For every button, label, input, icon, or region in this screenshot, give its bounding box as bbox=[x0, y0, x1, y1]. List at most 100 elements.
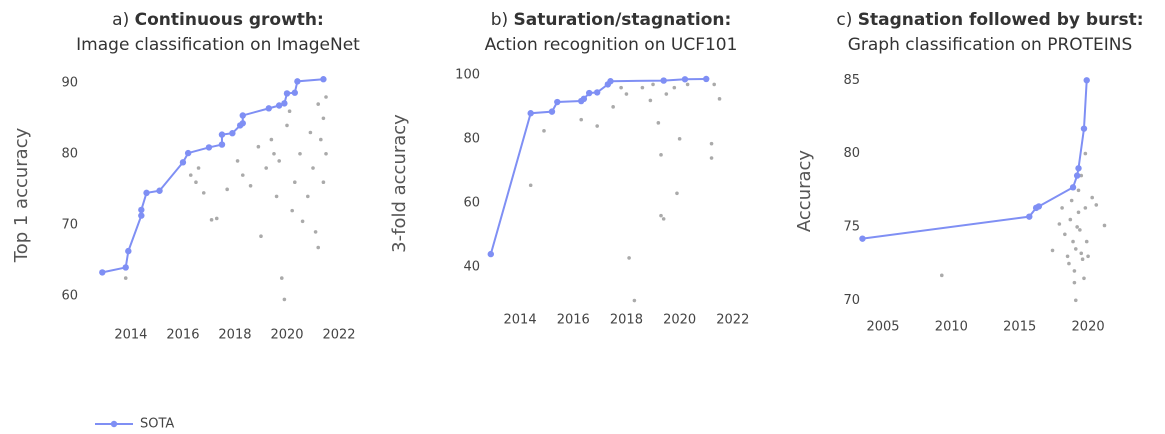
x-tick-label: 2018 bbox=[218, 328, 251, 343]
sota-point bbox=[99, 269, 106, 276]
x-tick-label: 2014 bbox=[504, 313, 537, 328]
legend-marker bbox=[110, 420, 118, 428]
sota-point bbox=[580, 95, 588, 103]
sota-point bbox=[138, 206, 145, 214]
point bbox=[287, 109, 292, 113]
point bbox=[316, 245, 321, 250]
point bbox=[256, 144, 261, 149]
title-main: Saturation/stagnation: bbox=[514, 10, 732, 30]
sota-point bbox=[294, 78, 301, 85]
point bbox=[677, 137, 682, 141]
point bbox=[579, 117, 584, 122]
point bbox=[259, 234, 263, 238]
chart-title: c) Stagnation followed by burst: bbox=[836, 10, 1143, 30]
sota-point bbox=[593, 89, 601, 96]
x-tick-label: 2022 bbox=[322, 328, 355, 343]
point bbox=[1086, 254, 1090, 259]
sota-point bbox=[607, 78, 614, 85]
point bbox=[611, 105, 615, 109]
point bbox=[1079, 251, 1084, 256]
sota-point bbox=[1075, 165, 1082, 172]
y-tick-label: 40 bbox=[463, 259, 480, 274]
point bbox=[1079, 173, 1084, 178]
point bbox=[1082, 276, 1086, 281]
sota-point bbox=[554, 98, 561, 106]
point bbox=[627, 256, 631, 260]
x-tick-label: 2015 bbox=[1003, 320, 1036, 335]
point bbox=[685, 82, 690, 87]
point bbox=[264, 166, 268, 170]
point bbox=[214, 216, 219, 221]
point bbox=[292, 180, 297, 185]
sota-point bbox=[703, 75, 710, 83]
point bbox=[595, 124, 599, 128]
point bbox=[1073, 298, 1078, 303]
sota-line bbox=[489, 77, 707, 255]
x-tick-label: 2022 bbox=[716, 313, 749, 328]
point bbox=[1060, 206, 1064, 210]
sota-point bbox=[548, 108, 556, 115]
point bbox=[1094, 203, 1099, 207]
y-tick-label: 80 bbox=[463, 131, 480, 146]
sota-point bbox=[179, 159, 187, 166]
sota-point bbox=[681, 76, 689, 83]
x-tick-label: 2016 bbox=[557, 313, 590, 328]
sota-point bbox=[859, 235, 866, 242]
point bbox=[188, 173, 193, 177]
point bbox=[300, 219, 305, 224]
point bbox=[1050, 248, 1055, 253]
point bbox=[1071, 239, 1075, 244]
sota-point bbox=[239, 112, 246, 119]
point bbox=[656, 121, 661, 125]
point bbox=[313, 230, 318, 234]
sota-point bbox=[320, 76, 327, 83]
point bbox=[1072, 280, 1077, 285]
x-tick-label: 2016 bbox=[166, 328, 199, 343]
point bbox=[311, 166, 315, 170]
x-tick-label: 2005 bbox=[866, 320, 899, 335]
point bbox=[308, 130, 313, 135]
y-tick-label: 70 bbox=[61, 217, 78, 232]
chart-subtitle: Action recognition on UCF101 bbox=[485, 35, 738, 55]
point bbox=[1065, 254, 1070, 259]
sota-point bbox=[138, 212, 145, 219]
y-tick-label: 80 bbox=[843, 146, 860, 161]
point bbox=[528, 183, 533, 188]
sota-point bbox=[122, 264, 129, 271]
point bbox=[209, 218, 214, 222]
point bbox=[542, 129, 546, 133]
sota-point bbox=[205, 144, 213, 151]
point bbox=[321, 116, 326, 121]
point bbox=[1083, 206, 1088, 210]
point bbox=[1076, 210, 1081, 215]
point bbox=[1102, 223, 1107, 228]
sota-point bbox=[275, 102, 283, 109]
point bbox=[225, 187, 229, 192]
point bbox=[659, 213, 663, 218]
point bbox=[709, 156, 714, 160]
point bbox=[194, 180, 198, 185]
point bbox=[272, 152, 276, 156]
point bbox=[285, 123, 289, 128]
point bbox=[661, 217, 666, 221]
x-tick-label: 2018 bbox=[610, 313, 643, 328]
point bbox=[282, 297, 287, 302]
point bbox=[624, 92, 629, 96]
point bbox=[201, 191, 206, 195]
point bbox=[324, 95, 328, 99]
point bbox=[1090, 195, 1094, 200]
sota-line bbox=[862, 80, 1088, 240]
y-tick-label: 90 bbox=[61, 75, 78, 90]
point bbox=[235, 159, 240, 163]
sota-point bbox=[265, 105, 272, 112]
point bbox=[712, 82, 717, 87]
point bbox=[240, 173, 245, 177]
point bbox=[1057, 222, 1062, 226]
sota-point bbox=[1073, 172, 1081, 179]
y-tick-label: 60 bbox=[463, 195, 480, 210]
point bbox=[277, 159, 281, 163]
point bbox=[1084, 239, 1089, 244]
point bbox=[324, 152, 328, 156]
point bbox=[248, 183, 253, 188]
x-tick-label: 2020 bbox=[270, 328, 303, 343]
